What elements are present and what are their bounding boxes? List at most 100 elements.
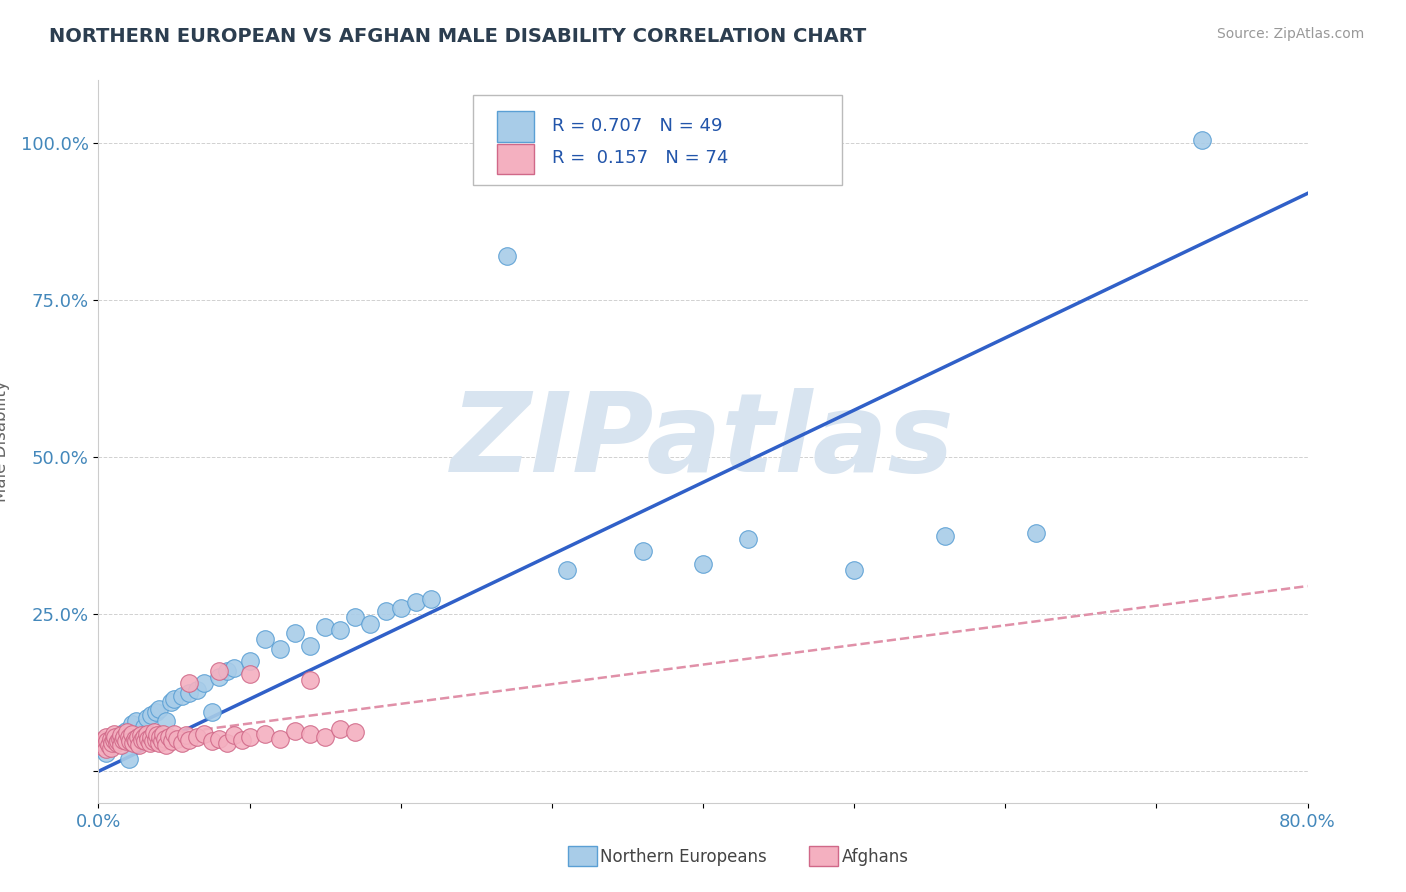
Point [90, 739, 112, 754]
Point [112, 730, 135, 744]
Point [360, 616, 382, 631]
Point [103, 727, 125, 741]
Point [314, 730, 336, 744]
Point [155, 738, 177, 752]
Point [94, 742, 117, 756]
Point [299, 639, 322, 653]
Point [374, 604, 396, 618]
Point [253, 632, 276, 647]
Point [135, 711, 157, 725]
Point [94, 746, 117, 760]
Point [142, 734, 165, 748]
Point [100, 740, 122, 755]
Point [121, 717, 143, 731]
Point [170, 736, 193, 750]
Point [114, 734, 136, 748]
Point [118, 752, 141, 766]
Point [143, 725, 166, 739]
Point [284, 723, 307, 738]
Point [91, 733, 114, 747]
Point [193, 676, 215, 690]
Text: Source: ZipAtlas.com: Source: ZipAtlas.com [1216, 27, 1364, 41]
Text: Afghans: Afghans [842, 848, 910, 866]
Point [107, 734, 129, 748]
Point [129, 728, 152, 742]
Point [299, 673, 322, 688]
Point [131, 733, 153, 747]
Point [179, 676, 201, 690]
Point [420, 591, 443, 606]
Point [153, 731, 176, 746]
Point [231, 733, 253, 747]
FancyBboxPatch shape [568, 847, 596, 866]
Point [121, 727, 143, 741]
Point [170, 689, 193, 703]
Point [146, 728, 169, 742]
Point [344, 610, 367, 624]
Point [389, 601, 412, 615]
Point [103, 733, 125, 747]
Point [94, 730, 117, 744]
Point [269, 731, 291, 746]
Point [692, 557, 714, 571]
Point [155, 714, 177, 728]
FancyBboxPatch shape [474, 95, 842, 185]
Point [132, 720, 155, 734]
Point [269, 641, 291, 656]
Point [159, 730, 181, 744]
Point [110, 728, 132, 742]
Point [224, 661, 246, 675]
Text: ZIPatlas: ZIPatlas [451, 388, 955, 495]
Point [844, 563, 866, 577]
Point [174, 728, 197, 742]
Point [105, 736, 128, 750]
Point [98, 738, 121, 752]
Point [329, 623, 352, 637]
Point [193, 727, 215, 741]
Point [160, 695, 183, 709]
Point [186, 682, 208, 697]
Point [215, 664, 238, 678]
Text: R =  0.157   N = 74: R = 0.157 N = 74 [551, 149, 728, 168]
Point [201, 734, 224, 748]
Point [145, 705, 167, 719]
Point [314, 620, 336, 634]
Point [150, 734, 173, 748]
Point [284, 626, 307, 640]
Point [179, 733, 201, 747]
Point [141, 730, 163, 744]
Point [163, 692, 186, 706]
Point [1191, 133, 1213, 147]
Point [125, 714, 148, 728]
Point [93, 736, 115, 750]
Point [96, 734, 118, 748]
Point [239, 667, 262, 681]
Point [1024, 525, 1046, 540]
Text: R = 0.707   N = 49: R = 0.707 N = 49 [551, 117, 723, 135]
Point [215, 736, 238, 750]
Point [150, 730, 173, 744]
Point [136, 731, 159, 746]
Point [110, 727, 132, 741]
Point [139, 736, 162, 750]
Point [201, 705, 224, 719]
Point [208, 670, 231, 684]
Point [166, 731, 188, 746]
Point [118, 730, 141, 744]
Point [125, 734, 148, 748]
Point [186, 730, 208, 744]
Y-axis label: Male Disability: Male Disability [0, 381, 10, 502]
Point [122, 736, 145, 750]
Point [239, 730, 262, 744]
Point [179, 686, 201, 700]
FancyBboxPatch shape [498, 144, 534, 174]
Point [120, 734, 142, 748]
FancyBboxPatch shape [498, 112, 534, 142]
Point [555, 563, 578, 577]
Point [163, 727, 186, 741]
Point [100, 736, 122, 750]
Point [132, 730, 155, 744]
Point [124, 731, 146, 746]
Point [127, 730, 149, 744]
Point [110, 738, 132, 752]
